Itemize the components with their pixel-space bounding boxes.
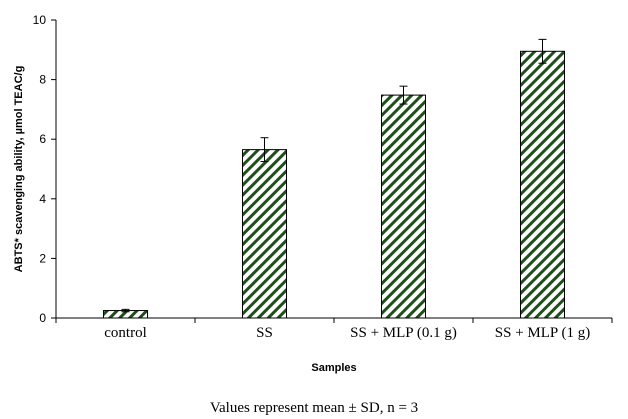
category-label-1: SS — [256, 325, 273, 341]
bar-3 — [520, 50, 565, 319]
bar-2 — [381, 94, 426, 319]
y-axis-title: ABTS* scavenging ability, µmol TEAC/g — [13, 66, 25, 273]
y-tick-label: 10 — [33, 13, 47, 27]
y-tick-label: 2 — [39, 251, 46, 265]
error-bars — [121, 38, 547, 313]
y-tick-label: 6 — [39, 132, 46, 146]
footnote: Values represent mean ± SD, n = 3 — [210, 400, 418, 416]
y-tick-label: 4 — [39, 192, 46, 206]
y-ticks: 0 2 4 6 8 10 — [33, 13, 56, 325]
category-label-3: SS + MLP (1 g) — [495, 325, 590, 341]
y-tick-label: 8 — [39, 73, 46, 87]
category-label-0: control — [104, 325, 147, 341]
category-label-2: SS + MLP (0.1 g) — [350, 325, 457, 341]
bar-1 — [242, 149, 287, 319]
x-ticks: control SS SS + MLP (0.1 g) SS + MLP (1 g) — [55, 318, 613, 341]
bars — [103, 50, 565, 319]
y-tick-label: 0 — [39, 311, 46, 325]
x-axis-title: Samples — [311, 362, 356, 374]
